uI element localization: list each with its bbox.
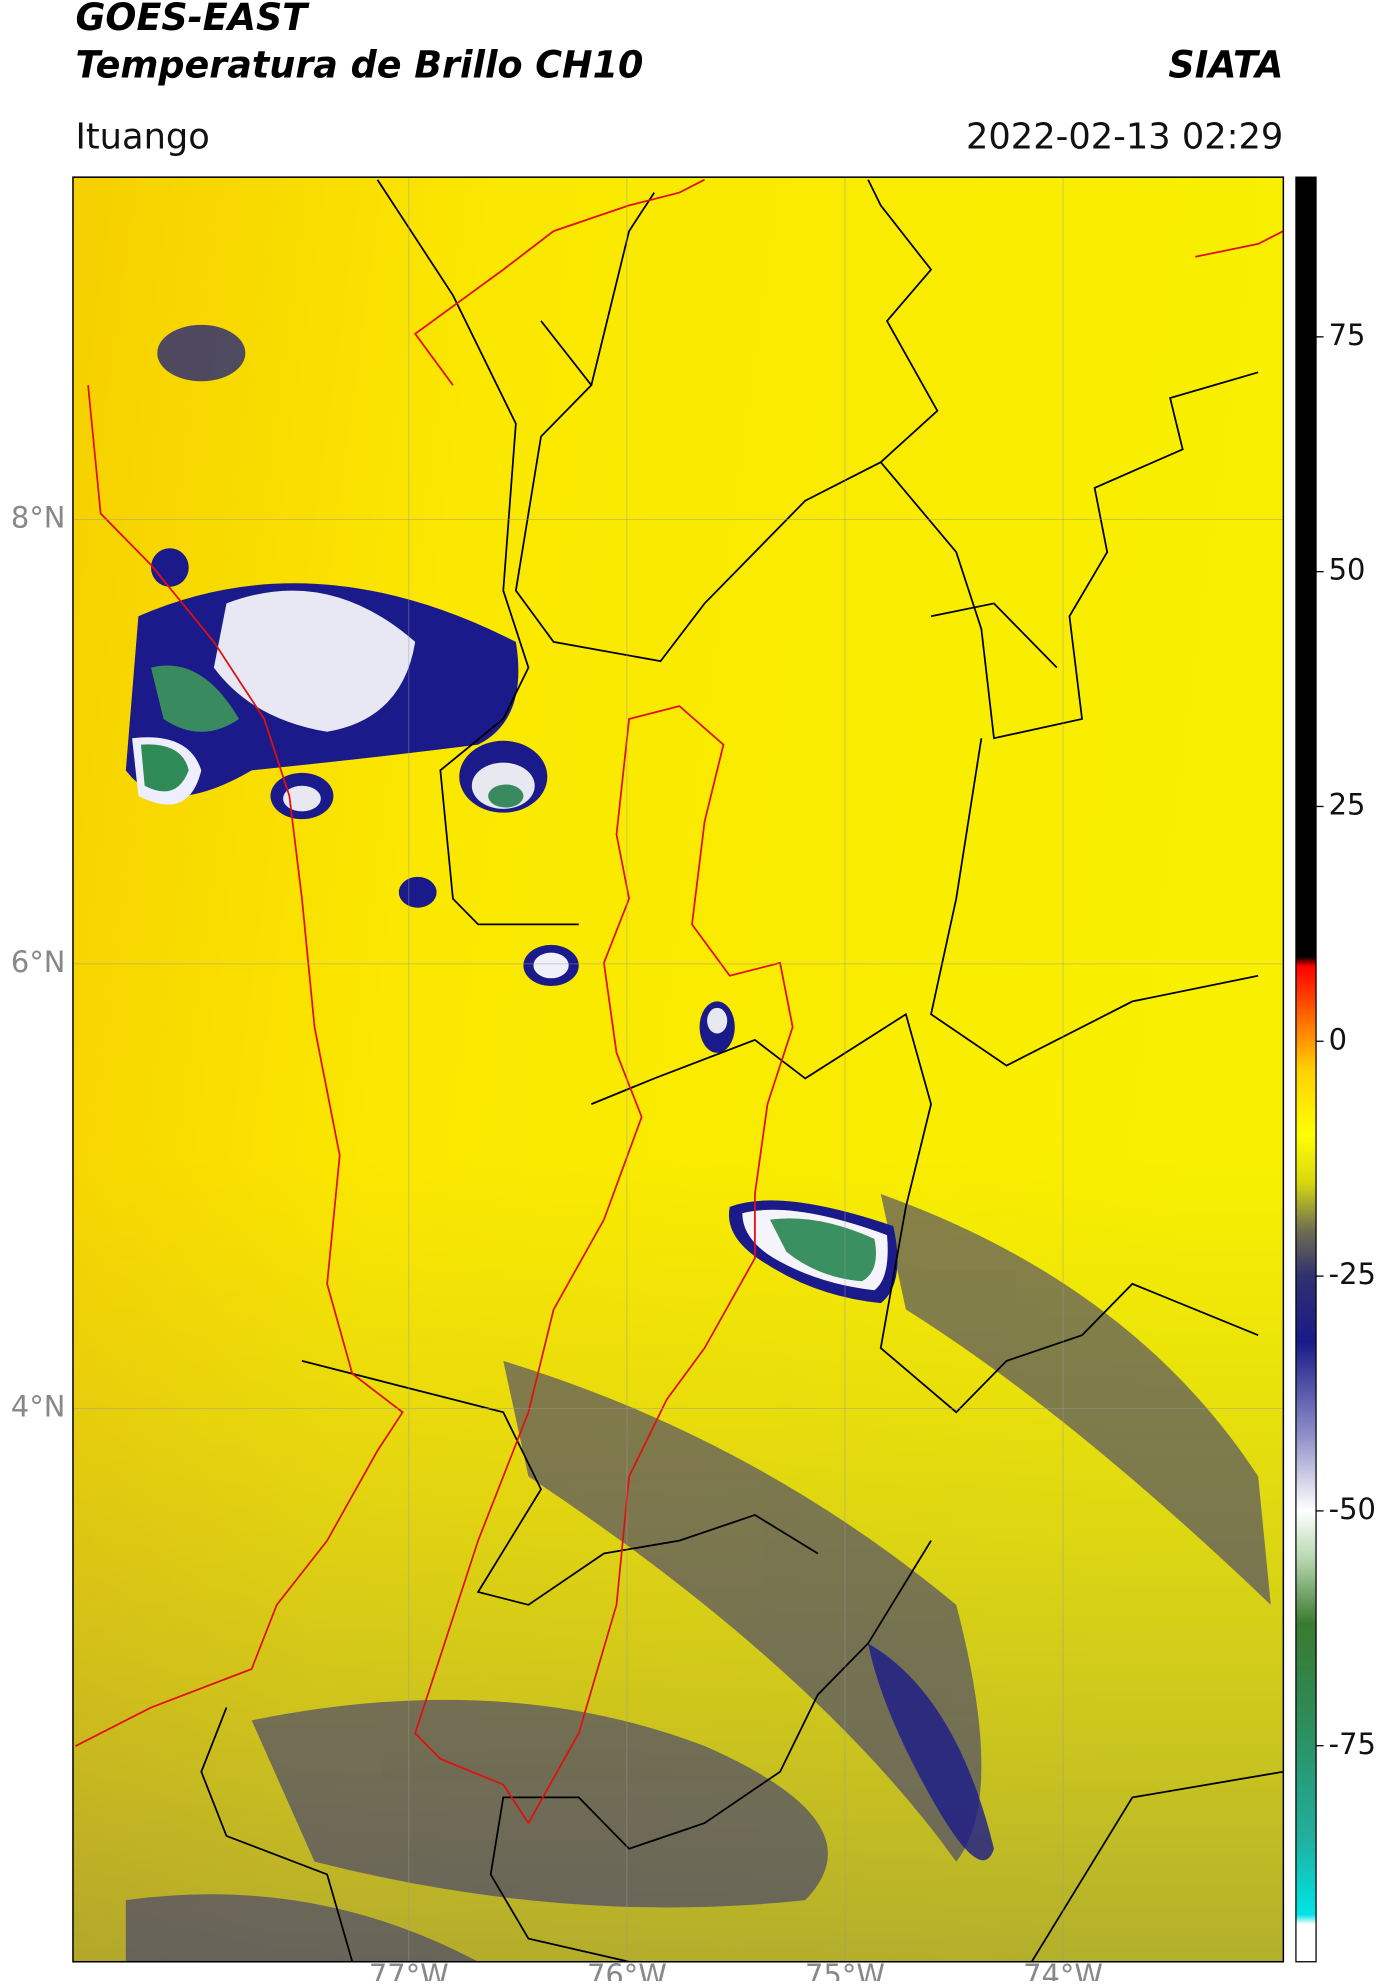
map-frame: [72, 176, 1285, 1963]
colorbar-tick-label: 75: [1329, 318, 1366, 352]
colorbar-tick-label: 50: [1329, 552, 1366, 586]
colorbar-tick-label: -25: [1329, 1257, 1376, 1291]
colorbar-tick-label: 25: [1329, 787, 1366, 821]
timestamp: 2022-02-13 02:29: [966, 116, 1283, 157]
colorbar-tick-label: 0: [1329, 1022, 1347, 1056]
source: SIATA: [1168, 43, 1283, 86]
y-tick-label: 6°N: [11, 945, 66, 979]
subtitle: Temperatura de Brillo CH10: [75, 43, 643, 86]
map-image: [72, 177, 1284, 1962]
location: Ituango: [75, 116, 209, 157]
x-tick-label: 76°W: [587, 1958, 667, 1981]
y-tick-label: 4°N: [11, 1389, 66, 1423]
y-tick-label: 8°N: [11, 500, 66, 534]
x-tick-label: 75°W: [805, 1958, 885, 1981]
title: GOES-EAST: [75, 0, 309, 39]
x-tick-label: 74°W: [1023, 1958, 1103, 1981]
colorbar-tick-label: -50: [1329, 1492, 1376, 1526]
colorbar-tick-label: -75: [1329, 1727, 1376, 1761]
grid: [72, 177, 1284, 1962]
colorbar: [1295, 176, 1317, 1963]
x-tick-label: 77°W: [369, 1958, 449, 1981]
